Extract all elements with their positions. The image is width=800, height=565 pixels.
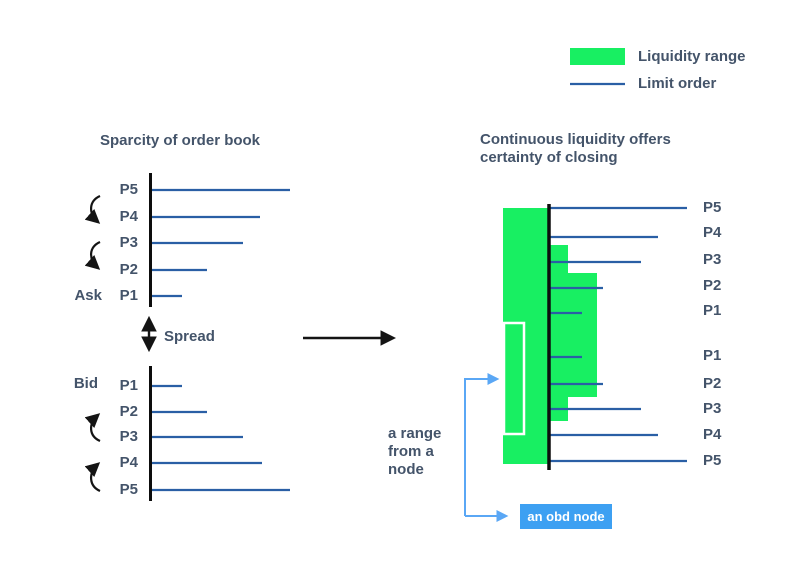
bid-level-label: P5 [119,481,138,498]
right-level-label: P3 [703,251,722,268]
node-range-outline [502,321,526,436]
connector-arrow-to-range-icon [464,373,500,516]
legend-limit-order-label: Limit order [638,75,717,92]
liquidity-range-left-block [503,208,549,464]
ask-side-label: Ask [74,287,102,304]
legend-liquidity-range-swatch-icon [570,48,625,65]
liquidity-range-right-steps [549,245,597,421]
right-panel-title-line1: Continuous liquidity offers [480,131,671,148]
ask-level-label: P5 [119,181,138,198]
right-level-label: P1 [703,347,722,364]
range-annotation: a range from a node [388,425,442,478]
right-panel-title-line2: certainty of closing [480,149,618,166]
curved-arrow-down-icon [84,194,101,224]
left-panel-title: Sparcity of order book [100,132,261,149]
bid-level-label: P4 [119,454,138,471]
right-level-label: P5 [703,452,722,469]
obd-node-badge: an obd node [520,504,612,529]
ask-level-label: P2 [119,261,138,278]
ask-level-label: P3 [119,234,138,251]
right-level-label: P1 [703,302,722,319]
curved-arrow-up-icon [84,462,101,493]
right-level-label: P3 [703,400,722,417]
ask-level-label: P1 [119,287,138,304]
legend-liquidity-range-label: Liquidity range [638,48,746,65]
right-level-label: P4 [703,426,722,443]
ask-level-label: P4 [119,208,138,225]
bid-side-label: Bid [73,375,98,392]
curved-arrow-down-icon [84,240,101,270]
bid-level-label: P2 [119,403,138,420]
right-level-label: P5 [703,199,722,216]
right-level-label: P2 [703,375,722,392]
bid-level-label: P3 [119,428,138,445]
curved-arrow-up-icon [84,413,101,443]
right-level-label: P2 [703,277,722,294]
bid-level-label: P1 [119,377,138,394]
right-level-label: P4 [703,224,722,241]
spread-label: Spread [164,328,215,345]
